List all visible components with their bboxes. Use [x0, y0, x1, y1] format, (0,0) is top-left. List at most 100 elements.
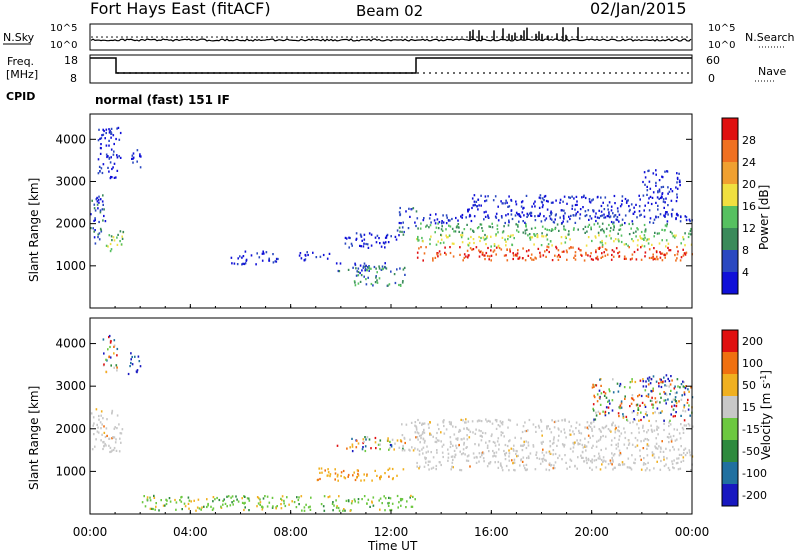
range-cell — [121, 235, 123, 238]
range-cell — [111, 437, 113, 440]
range-cell — [472, 238, 475, 241]
range-cell — [650, 256, 653, 259]
range-cell — [609, 230, 612, 233]
search-noise-dot — [181, 36, 183, 38]
range-cell — [510, 209, 513, 212]
range-cell — [100, 439, 102, 442]
range-cell — [353, 498, 356, 501]
range-cell — [639, 404, 641, 407]
range-cell — [105, 370, 107, 373]
range-cell — [576, 200, 578, 203]
range-cell — [667, 466, 670, 470]
range-cell — [119, 437, 121, 440]
range-cell — [303, 509, 306, 512]
range-cell — [673, 428, 676, 431]
nave-tick-low: 0 — [708, 72, 715, 85]
range-cell — [542, 204, 544, 207]
range-cell — [584, 214, 587, 218]
colorbar-tick-label: 20 — [742, 178, 756, 191]
range-cell — [663, 464, 666, 468]
range-cell — [328, 252, 331, 255]
range-cell — [560, 209, 563, 212]
range-cell — [573, 197, 575, 200]
range-cell — [679, 179, 681, 182]
range-cell — [421, 432, 424, 435]
range-cell — [574, 465, 576, 468]
range-cell — [494, 418, 497, 422]
range-cell — [102, 133, 105, 136]
range-cell — [364, 267, 367, 270]
range-cell — [513, 468, 515, 472]
range-cell — [599, 412, 601, 415]
range-cell — [589, 255, 592, 258]
range-cell — [658, 242, 661, 245]
range-cell — [511, 243, 513, 246]
nave-dot — [303, 72, 305, 74]
range-cell — [583, 460, 585, 463]
range-cell — [508, 219, 510, 222]
range-cell — [619, 205, 622, 208]
range-cell — [572, 228, 575, 231]
range-cell — [608, 213, 610, 216]
range-cell — [671, 208, 674, 211]
range-cell — [580, 456, 583, 459]
range-cell — [491, 422, 494, 425]
range-cell — [517, 230, 520, 233]
range-cell — [661, 259, 664, 262]
range-cell — [646, 189, 649, 192]
range-cell — [627, 457, 630, 460]
range-cell — [432, 257, 434, 260]
range-cell — [455, 226, 458, 229]
nave-dot — [183, 72, 185, 74]
range-cell — [531, 205, 533, 208]
range-cell — [545, 468, 548, 471]
range-cell — [590, 422, 593, 425]
range-cell — [687, 398, 689, 401]
range-cell — [674, 254, 676, 257]
range-cell — [546, 238, 549, 241]
range-cell — [98, 201, 100, 204]
colorbar-cell — [722, 374, 738, 397]
range-cell — [658, 412, 660, 415]
range-cell — [621, 195, 624, 198]
range-cell — [91, 199, 93, 202]
range-cell — [120, 243, 123, 246]
range-cell — [573, 256, 575, 259]
range-cell — [195, 509, 197, 512]
range-cell — [375, 276, 377, 279]
range-cell — [632, 212, 635, 215]
range-cell — [150, 507, 153, 510]
range-cell — [684, 387, 687, 390]
range-cell — [138, 360, 141, 363]
range-cell — [451, 227, 454, 230]
range-cell — [111, 412, 113, 415]
range-cell — [498, 247, 501, 250]
range-cell — [553, 426, 556, 429]
range-cell — [414, 498, 416, 501]
range-cell — [361, 498, 363, 501]
range-cell — [337, 269, 340, 273]
range-cell — [658, 190, 661, 193]
range-cell — [286, 496, 288, 499]
range-cell — [418, 247, 420, 250]
nave-dot — [357, 72, 359, 74]
range-cell — [456, 224, 458, 228]
range-cell — [438, 221, 441, 224]
range-cell — [644, 405, 647, 408]
range-cell — [241, 263, 243, 266]
range-cell — [230, 496, 232, 499]
range-cell — [409, 438, 411, 441]
range-cell — [608, 234, 611, 237]
range-cell — [466, 434, 468, 437]
range-cell — [500, 248, 503, 251]
range-cell — [598, 455, 601, 458]
range-cell — [656, 255, 658, 258]
range-cell — [560, 236, 563, 239]
range-cell — [480, 236, 482, 240]
range-cell — [97, 207, 99, 210]
range-cell — [654, 445, 656, 448]
range-cell — [630, 397, 633, 400]
range-cell — [558, 255, 561, 258]
nave-dot — [489, 72, 491, 74]
range-cell — [419, 441, 421, 444]
